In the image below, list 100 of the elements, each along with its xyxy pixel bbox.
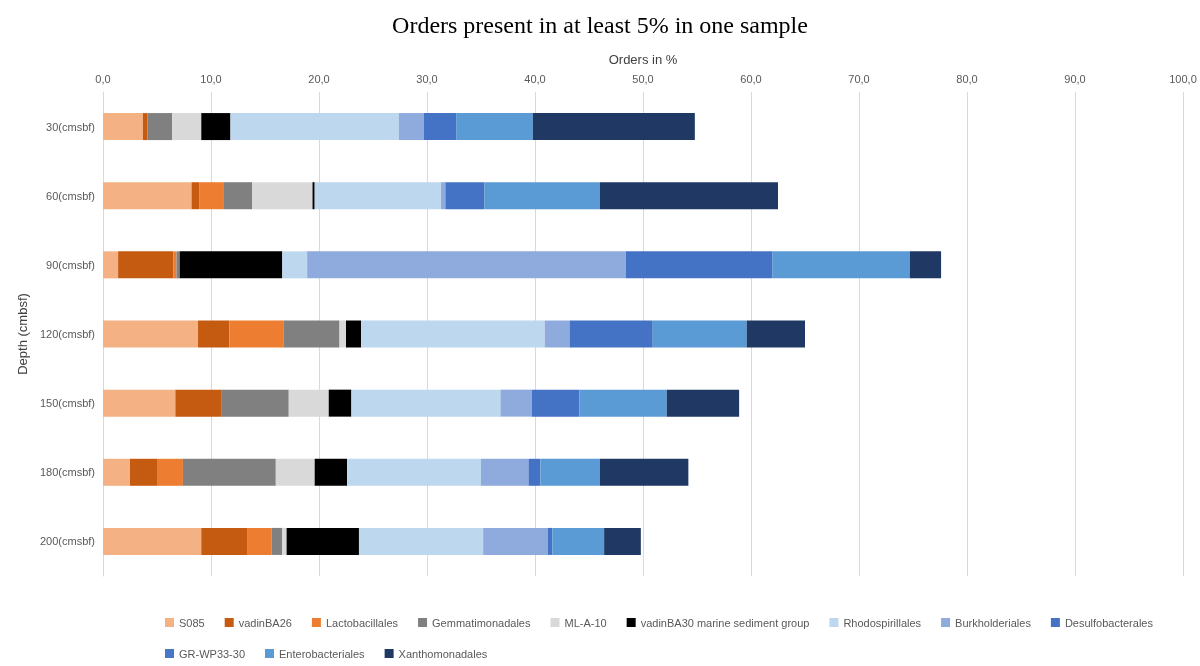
x-tick-label: 100,0 (1169, 72, 1197, 85)
x-tick-label: 10,0 (200, 72, 222, 85)
legend-label: ML-A-10 (564, 616, 607, 629)
bar (445, 182, 485, 210)
legend-label: vadinBA26 (238, 616, 292, 629)
x-tick-label: 20,0 (308, 72, 330, 85)
bar (347, 458, 481, 486)
y-tick-label: 150(cmsbf) (39, 397, 95, 410)
legend-label: S085 (179, 616, 205, 629)
y-axis-title: Depth (cmbsf) (15, 293, 31, 375)
bar (282, 251, 308, 279)
bar (339, 320, 346, 348)
x-tick-label: 50,0 (632, 72, 654, 85)
bar (625, 251, 773, 279)
bar (103, 182, 192, 210)
y-tick-label: 180(cmsbf) (39, 466, 95, 479)
legend-label: GR-WP33-30 (179, 647, 246, 660)
y-tick-label: 60(cmsbf) (46, 189, 95, 202)
bar (252, 182, 313, 210)
bar (103, 251, 119, 279)
bar (552, 527, 605, 555)
y-tick-label: 30(cmsbf) (46, 120, 95, 133)
bar (346, 320, 362, 348)
bar (358, 527, 484, 555)
bar (772, 251, 910, 279)
bar (247, 527, 272, 555)
bar (223, 182, 253, 210)
bar (531, 389, 580, 417)
bar (544, 320, 570, 348)
bar (481, 458, 529, 486)
bar (328, 389, 352, 417)
bar (456, 113, 533, 141)
bar (172, 113, 202, 141)
bar (746, 320, 805, 348)
legend-label: Desulfobacterales (1064, 616, 1154, 629)
bar (191, 182, 200, 210)
bar (579, 389, 667, 417)
bar (179, 251, 283, 279)
bar (314, 458, 348, 486)
bar (118, 251, 174, 279)
legend-label: Lactobacillales (325, 616, 399, 629)
bar (201, 527, 248, 555)
bar (307, 251, 626, 279)
bar (283, 320, 340, 348)
bar (398, 113, 424, 141)
legend-label: vadinBA30 marine sediment group (640, 616, 810, 629)
bar (547, 527, 553, 555)
legend-label: Rhodospirillales (843, 616, 922, 629)
legend-label: Burkholderiales (955, 616, 1032, 629)
bar (103, 389, 176, 417)
bar (103, 458, 130, 486)
bar (500, 389, 532, 417)
bar (103, 320, 199, 348)
bar (532, 113, 695, 141)
x-tick-label: 90,0 (1064, 72, 1086, 85)
bar (157, 458, 183, 486)
chart-title: Orders present in at least 5% in one sample (392, 12, 808, 38)
bar (652, 320, 747, 348)
bar (282, 527, 287, 555)
x-tick-label: 60,0 (740, 72, 762, 85)
bar (130, 458, 157, 486)
bar (221, 389, 289, 417)
bar (599, 458, 689, 486)
bar (441, 182, 446, 210)
bar (103, 527, 202, 555)
y-tick-label: 120(cmsbf) (39, 328, 95, 340)
bar (361, 320, 545, 348)
bar (147, 113, 173, 141)
bar (271, 527, 283, 555)
bar (666, 389, 740, 417)
x-tick-label: 70,0 (848, 72, 870, 85)
bar (230, 113, 399, 141)
bar (103, 113, 143, 141)
bar (199, 182, 224, 210)
x-tick-label: 40,0 (524, 72, 546, 85)
legend-label: Gemmatimonadales (432, 616, 531, 629)
bar (229, 320, 284, 348)
bar (540, 458, 600, 486)
legend-label: Xanthomonadales (398, 647, 488, 660)
bar (569, 320, 653, 348)
bar (483, 527, 548, 555)
bar (909, 251, 942, 279)
bar (275, 458, 315, 486)
bar (286, 527, 359, 555)
bar (351, 389, 501, 417)
bar (142, 113, 148, 141)
x-axis-title: Orders in % (608, 52, 678, 67)
bar (484, 182, 600, 210)
bar (314, 182, 442, 210)
bar (312, 182, 315, 210)
legend-label: Enterobacteriales (279, 647, 366, 660)
bar (201, 113, 231, 141)
bar (182, 458, 276, 486)
bar (599, 182, 778, 210)
bar (175, 389, 222, 417)
y-tick-label: 90(cmsbf) (46, 258, 95, 271)
y-tick-label: 200(cmsbf) (39, 535, 95, 548)
bar (528, 458, 541, 486)
x-tick-label: 0,0 (95, 72, 111, 85)
x-tick-label: 80,0 (956, 72, 978, 85)
